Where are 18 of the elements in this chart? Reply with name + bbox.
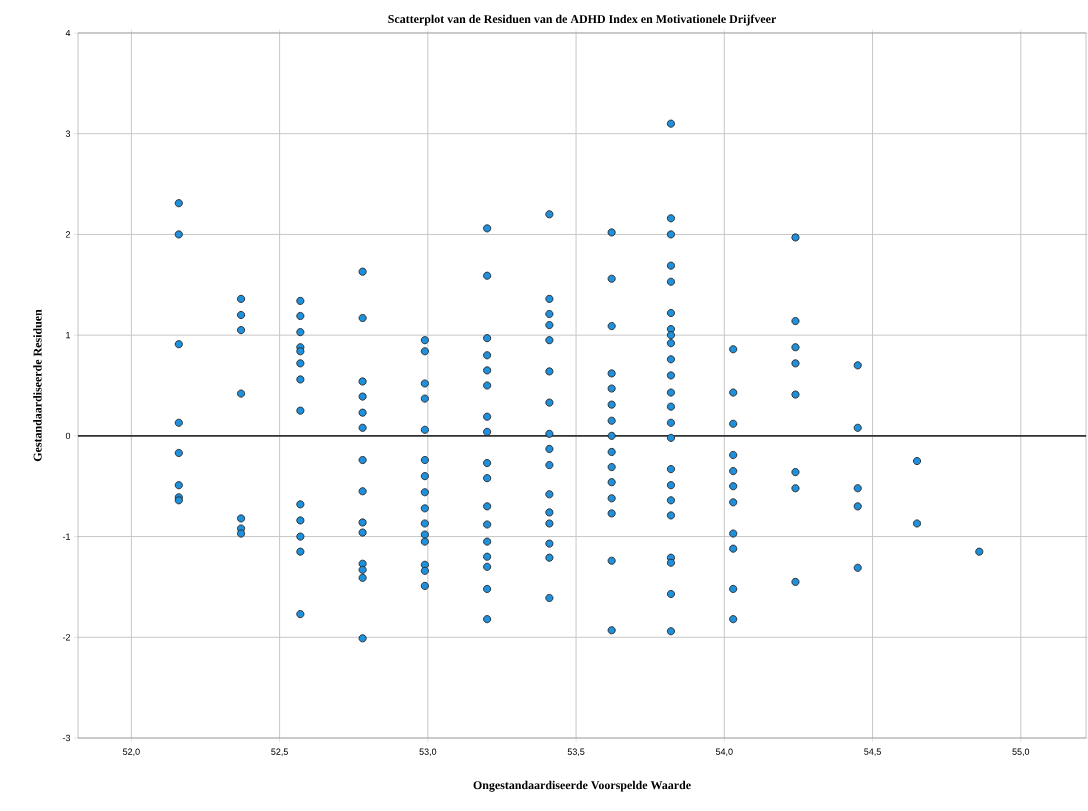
y-tick-label: 3 [65, 130, 71, 137]
y-tick-label: 1 [66, 332, 71, 339]
x-tick-label: 55,0 [1012, 748, 1030, 756]
chart-title: Scatterplot van de Residuen van de ADHD Index en Motivationele Drijfveer [388, 14, 776, 26]
x-tick-label: 53,5 [567, 748, 585, 756]
x-tick-label: 52,0 [123, 748, 140, 756]
y-axis-title: Gestandaardiseerde Residuen [33, 309, 42, 462]
y-tick-label: -1 [62, 533, 71, 540]
x-tick-label: 54,5 [864, 748, 881, 756]
x-tick-label: 53,0 [419, 748, 437, 756]
y-tick-label: 2 [65, 231, 71, 238]
y-tick-label: 0 [65, 432, 71, 440]
x-tick-label: 54,0 [715, 748, 733, 756]
y-tick-label: 4 [65, 29, 71, 37]
y-tick-label: -3 [62, 734, 71, 742]
y-tick-label: -2 [62, 634, 71, 641]
x-tick-label: 52,5 [271, 748, 288, 756]
x-axis-title: Ongestandaardiseerde Voorspelde Waarde [473, 780, 691, 792]
